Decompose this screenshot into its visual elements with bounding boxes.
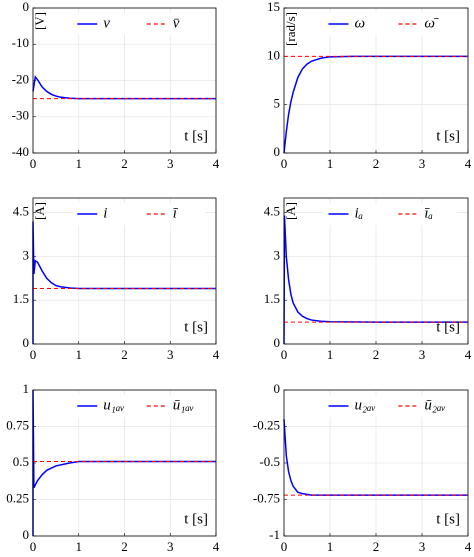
legend-label: v̄: [173, 15, 180, 31]
x-tick-label: 1: [76, 347, 83, 362]
y-tick-label: -40: [12, 144, 29, 159]
y-tick-label: 3: [23, 247, 30, 262]
axes-box: [283, 389, 469, 537]
x-tick-label: 4: [213, 156, 220, 171]
legend-box: [324, 395, 457, 417]
x-tick-label: 2: [121, 347, 128, 362]
axes-box: [32, 389, 217, 537]
legend-label: iₐ: [354, 205, 363, 221]
y-tick-label: 0.5: [13, 454, 29, 469]
y-tick-label: 0: [274, 144, 281, 159]
legend-label: ū₂ₐᵥ: [424, 397, 445, 413]
y-tick-label: 0.75: [6, 417, 29, 432]
x-tick-label: 1: [327, 347, 334, 362]
y-tick-label: 1: [23, 381, 30, 396]
x-tick-label: 3: [419, 539, 426, 554]
y-tick-label: -30: [12, 108, 29, 123]
y-tick-label: 15: [267, 0, 280, 14]
y-tick-label: 5: [274, 96, 281, 111]
x-tick-label: 3: [167, 156, 174, 171]
x-tick-label: 4: [465, 539, 472, 554]
y-unit-label: [A]: [283, 202, 298, 220]
axes-box: [283, 197, 469, 345]
y-unit-label: [V]: [32, 12, 47, 30]
x-tick-label: 4: [213, 539, 220, 554]
legend-box: [73, 395, 206, 417]
y-tick-label: 1.5: [13, 291, 29, 306]
x-axis-label: t [s]: [436, 128, 460, 144]
x-tick-label: 2: [373, 156, 380, 171]
legend-box: [73, 203, 206, 225]
x-tick-label: 0: [281, 156, 288, 171]
x-tick-label: 2: [373, 539, 380, 554]
x-tick-label: 0: [281, 347, 288, 362]
x-tick-label: 1: [327, 539, 334, 554]
y-tick-label: -1: [269, 527, 280, 542]
x-tick-label: 3: [167, 539, 174, 554]
x-tick-label: 0: [30, 539, 37, 554]
y-tick-label: 4.5: [264, 204, 280, 219]
x-tick-label: 0: [30, 156, 37, 171]
y-tick-label: 4.5: [13, 204, 29, 219]
legend-label: u₁ₐᵥ: [103, 397, 124, 413]
x-tick-label: 0: [281, 539, 288, 554]
x-tick-label: 2: [121, 539, 128, 554]
axes-box: [32, 7, 217, 154]
legend-label: i: [103, 205, 107, 221]
legend-label: v: [103, 15, 110, 31]
x-tick-label: 1: [327, 156, 334, 171]
axes-box: [283, 7, 469, 154]
legend-box: [324, 13, 457, 35]
axes-box: [32, 197, 217, 345]
y-tick-label: 0: [274, 335, 281, 350]
x-axis-label: t [s]: [184, 319, 208, 335]
x-tick-label: 3: [167, 347, 174, 362]
x-tick-label: 1: [76, 156, 83, 171]
y-tick-label: 3: [274, 247, 281, 262]
y-unit-label: [rad/s]: [283, 12, 298, 46]
x-tick-label: 3: [419, 156, 426, 171]
x-tick-label: 1: [76, 539, 83, 554]
y-tick-label: 10: [267, 47, 280, 62]
y-tick-label: 0: [274, 381, 281, 396]
x-tick-label: 4: [465, 347, 472, 362]
y-tick-label: 0: [23, 335, 30, 350]
y-tick-label: -0.5: [259, 454, 280, 469]
y-tick-label: 0: [23, 0, 30, 14]
x-axis-label: t [s]: [184, 128, 208, 144]
y-tick-label: -20: [12, 71, 29, 86]
legend-label: u₂ₐᵥ: [354, 397, 375, 413]
legend-label: ω: [354, 15, 365, 31]
y-tick-label: 0: [23, 527, 30, 542]
legend-label: īₐ: [424, 205, 433, 221]
x-tick-label: 2: [121, 156, 128, 171]
series-line: [32, 389, 216, 536]
y-tick-label: -0.75: [253, 490, 280, 505]
x-tick-label: 4: [213, 347, 220, 362]
x-tick-label: 3: [419, 347, 426, 362]
x-axis-label: t [s]: [184, 511, 208, 527]
x-axis-label: t [s]: [436, 319, 460, 335]
y-tick-label: 1.5: [264, 291, 280, 306]
x-tick-label: 0: [30, 347, 37, 362]
y-tick-label: -0.25: [253, 417, 280, 432]
legend-label: ū₁ₐᵥ: [173, 397, 194, 413]
x-tick-label: 2: [373, 347, 380, 362]
legend-box: [73, 13, 206, 35]
x-axis-label: t [s]: [436, 511, 460, 527]
y-unit-label: [A]: [32, 202, 47, 220]
x-tick-label: 4: [465, 156, 472, 171]
y-tick-label: -10: [12, 35, 29, 50]
y-tick-label: 0.25: [6, 490, 29, 505]
legend-label: ī: [173, 205, 179, 221]
legend-box: [324, 203, 457, 225]
